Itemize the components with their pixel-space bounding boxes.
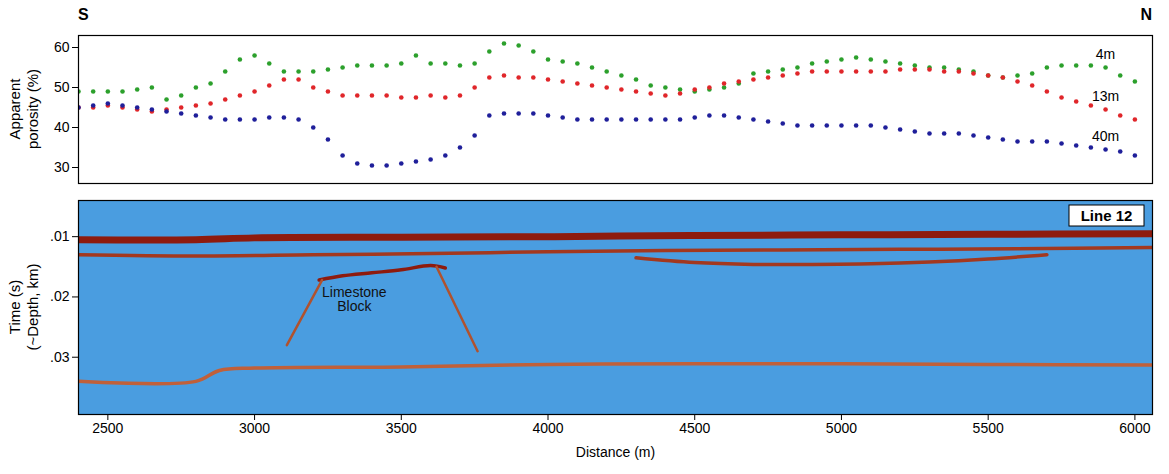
svg-text:(~Depth, km): (~Depth, km) (24, 263, 41, 350)
svg-text:40: 40 (54, 119, 70, 135)
svg-text:Apparent: Apparent (6, 78, 23, 140)
svg-text:13m: 13m (1092, 88, 1119, 104)
svg-text:3500: 3500 (386, 420, 417, 436)
svg-text:50: 50 (54, 79, 70, 95)
svg-text:4500: 4500 (679, 420, 710, 436)
svg-text:4000: 4000 (532, 420, 563, 436)
svg-text:S: S (78, 6, 89, 23)
svg-text:N: N (1140, 6, 1152, 23)
svg-text:Distance (m): Distance (m) (576, 444, 655, 460)
svg-text:5000: 5000 (826, 420, 857, 436)
svg-text:6000: 6000 (1119, 420, 1150, 436)
svg-text:5500: 5500 (973, 420, 1004, 436)
svg-text:60: 60 (54, 39, 70, 55)
svg-text:2500: 2500 (92, 420, 123, 436)
svg-text:.01: .01 (50, 228, 70, 244)
svg-text:40m: 40m (1092, 128, 1119, 144)
svg-text:LimestoneBlock: LimestoneBlock (322, 284, 387, 314)
svg-text:porosity (%): porosity (%) (24, 69, 41, 149)
svg-text:4m: 4m (1096, 46, 1115, 62)
svg-text:Line 12: Line 12 (1081, 207, 1133, 224)
svg-text:30: 30 (54, 159, 70, 175)
svg-text:3000: 3000 (239, 420, 270, 436)
svg-text:.03: .03 (50, 349, 70, 365)
svg-text:Time (s): Time (s) (6, 280, 23, 334)
svg-text:.02: .02 (50, 288, 70, 304)
